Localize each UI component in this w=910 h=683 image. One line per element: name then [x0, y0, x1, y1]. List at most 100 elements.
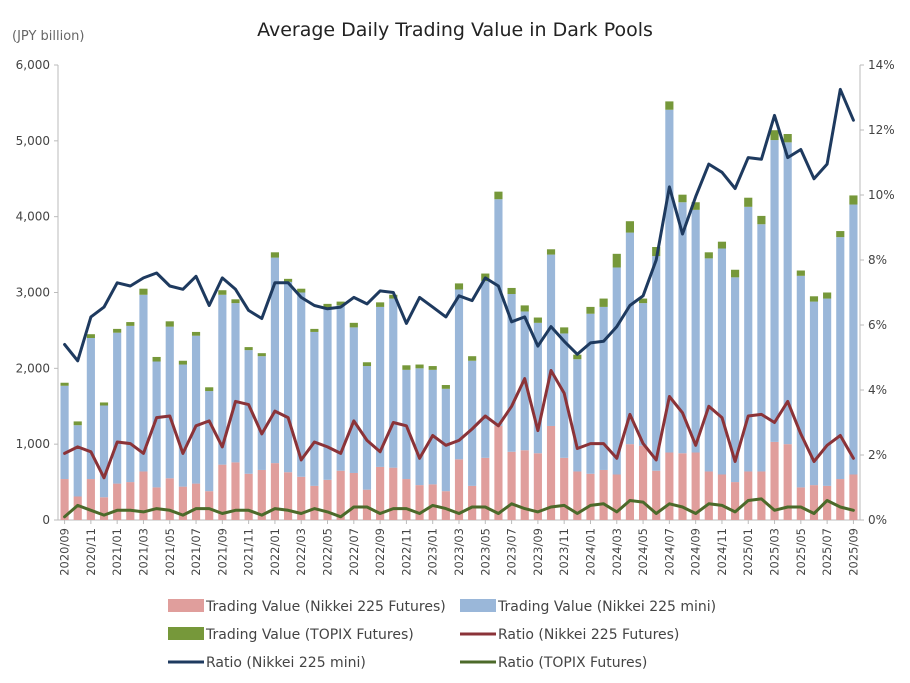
bar-segment-3 [454, 283, 464, 290]
bar-segment-2 [152, 361, 161, 488]
legend-label-6: Ratio (TOPIX Futures) [498, 655, 647, 671]
legend-swatch-2 [460, 599, 496, 612]
bar-segment-1 [520, 450, 529, 520]
bar-segment-3 [86, 334, 95, 338]
bar-segment-2 [809, 301, 819, 486]
bar-segment-2 [139, 294, 148, 472]
bar-segment-1 [454, 459, 464, 520]
bar-segment-2 [599, 306, 608, 470]
bar-segment-3 [441, 385, 450, 389]
left-tick-label: 0 [42, 513, 50, 527]
bar-segment-2 [113, 332, 122, 484]
bar-segment-2 [270, 257, 280, 464]
left-tick-label: 6,000 [16, 58, 50, 72]
bar-segment-1 [284, 472, 293, 520]
y-axis-unit-label: (JPY billion) [12, 29, 85, 44]
bar-segment-1 [533, 453, 542, 520]
bar-segment-2 [415, 368, 424, 486]
legend-swatch-1 [168, 599, 204, 612]
bar-segment-2 [126, 325, 135, 483]
bar-segment-1 [428, 484, 437, 520]
bar-segment-2 [362, 366, 372, 490]
x-tick-label: 2022/09 [373, 528, 387, 576]
bar-segment-2 [218, 294, 227, 465]
bar-segment-1 [823, 485, 832, 520]
bar-segment-2 [770, 140, 779, 442]
bar-segment-1 [638, 445, 648, 520]
bar-segment-1 [783, 444, 792, 520]
bar-segment-2 [849, 204, 858, 475]
bar-segment-2 [310, 331, 319, 486]
bar-segment-3 [849, 195, 858, 205]
x-tick-label: 2025/03 [768, 528, 782, 576]
axes: 0 1,000 2,000 3,000 4,000 5,000 6,000 0% 2% 4% 6% 8… [16, 58, 895, 576]
bar-segment-2 [73, 425, 82, 497]
bar-segment-2 [678, 202, 687, 454]
bar-segment-1 [625, 444, 634, 520]
bar-segment-2 [652, 256, 661, 471]
bar-segment-3 [270, 252, 280, 258]
bar-segment-2 [336, 305, 345, 471]
bar-segment-3 [744, 197, 753, 207]
bar-segment-1 [652, 470, 661, 520]
bar-segment-1 [507, 451, 516, 520]
bar-segment-1 [665, 452, 674, 520]
bar-segment-3 [310, 328, 319, 332]
bar-segment-2 [205, 391, 214, 492]
legend: Trading Value (Nikkei 225 Futures) Tradin… [168, 599, 716, 671]
bar-segment-2 [573, 359, 582, 472]
bar-segment-3 [783, 134, 792, 143]
x-tick-label: 2023/01 [426, 528, 440, 576]
bar-segment-3 [389, 294, 398, 299]
bar-segment-3 [402, 365, 411, 370]
bar-segment-2 [86, 338, 95, 480]
legend-label-2: Trading Value (Nikkei 225 mini) [497, 599, 716, 615]
bar-segment-2 [823, 298, 832, 486]
bar-segment-3 [507, 287, 516, 295]
right-tick-label: 10% [868, 188, 895, 202]
bar-segment-2 [665, 109, 674, 453]
bar-segment-1 [704, 471, 713, 520]
bar-segment-2 [60, 385, 69, 480]
bar-segment-1 [139, 471, 148, 520]
x-tick-label: 2022/05 [321, 528, 335, 576]
bar-segment-1 [126, 482, 135, 520]
left-tick-label: 2,000 [16, 361, 50, 375]
bar-segment-1 [691, 452, 700, 520]
bar-segment-3 [573, 354, 582, 360]
bar-segment-2 [428, 369, 437, 485]
bar-segment-3 [533, 317, 542, 323]
legend-swatch-3 [168, 627, 204, 640]
bar-segment-1 [376, 466, 385, 520]
bar-segment-1 [481, 457, 490, 520]
bar-segment-3 [191, 331, 201, 336]
bar-segment-2 [468, 360, 477, 486]
x-tick-label: 2024/09 [689, 528, 703, 576]
x-tick-label: 2025/09 [846, 528, 860, 576]
bar-segment-1 [599, 469, 608, 520]
x-tick-label: 2022/03 [294, 528, 308, 576]
bar-segment-1 [323, 479, 332, 520]
bar-segment-1 [86, 479, 95, 520]
x-tick-label: 2024/03 [610, 528, 624, 576]
bar-segment-1 [836, 479, 845, 520]
bar-segment-3 [625, 221, 634, 233]
bar-segment-3 [376, 302, 385, 307]
x-tick-label: 2021/01 [110, 528, 124, 576]
right-tick-label: 14% [868, 58, 895, 72]
bar-segment-1 [586, 473, 595, 520]
bar-segment-1 [178, 486, 187, 520]
bar-segment-2 [99, 405, 109, 498]
bar-segment-2 [638, 303, 648, 446]
bar-segment-1 [362, 489, 372, 520]
bar-segment-2 [481, 281, 490, 458]
bar-segment-3 [678, 194, 687, 203]
x-tick-label: 2020/09 [58, 528, 72, 576]
bar-segment-3 [139, 288, 148, 295]
bar-segment-3 [152, 356, 161, 362]
bar-segment-2 [454, 289, 464, 460]
bar-segment-1 [441, 491, 450, 520]
bar-segment-2 [297, 292, 306, 477]
bar-segment-1 [389, 467, 398, 520]
